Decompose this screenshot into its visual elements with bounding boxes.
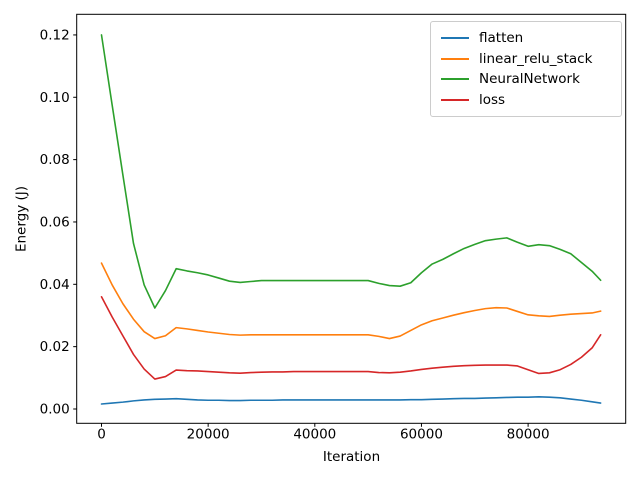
y-axis-title: Energy (J) bbox=[13, 185, 30, 253]
series-line-loss bbox=[100, 295, 602, 380]
series-line-linear_relu_stack bbox=[100, 262, 602, 340]
legend-label: linear_relu_stack bbox=[479, 50, 593, 67]
x-tick-label: 60000 bbox=[400, 427, 443, 443]
legend-entry: flatten bbox=[441, 28, 613, 49]
series-line-flatten bbox=[100, 396, 602, 405]
y-tick-label: 0.02 bbox=[40, 339, 70, 355]
legend-entry: loss bbox=[441, 90, 613, 111]
legend-entry: linear_relu_stack bbox=[441, 49, 613, 70]
y-tick-label: 0.00 bbox=[40, 402, 70, 418]
x-tick-label: 20000 bbox=[187, 427, 230, 443]
legend-line-swatch bbox=[441, 78, 469, 81]
x-axis-title: Iteration bbox=[322, 449, 381, 465]
y-tick-label: 0.08 bbox=[40, 152, 70, 168]
legend-label: NeuralNetwork bbox=[479, 71, 580, 88]
series-line-NeuralNetwork bbox=[100, 34, 602, 309]
y-tick-label: 0.06 bbox=[40, 215, 70, 231]
legend-entry: NeuralNetwork bbox=[441, 69, 613, 90]
legend-label: loss bbox=[479, 91, 506, 108]
x-tick-label: 40000 bbox=[293, 427, 336, 443]
y-tick-label: 0.10 bbox=[40, 90, 70, 106]
legend-line-swatch bbox=[441, 37, 469, 40]
y-tick-label: 0.12 bbox=[40, 28, 70, 44]
x-tick-label: 0 bbox=[97, 427, 106, 443]
legend-line-swatch bbox=[441, 57, 469, 60]
x-tick-label: 80000 bbox=[507, 427, 550, 443]
axes-spines bbox=[76, 13, 627, 424]
legend-label: flatten bbox=[479, 30, 524, 47]
y-tick-label: 0.04 bbox=[40, 277, 70, 293]
legend: flatten linear_relu_stack NeuralNetwork los… bbox=[430, 21, 622, 117]
legend-line-swatch bbox=[441, 98, 469, 101]
